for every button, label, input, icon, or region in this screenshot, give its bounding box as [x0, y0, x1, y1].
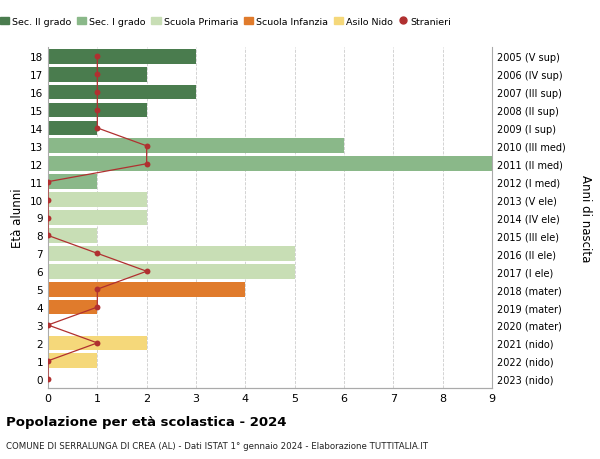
Point: [92, 250, 102, 257]
Bar: [48, 121, 97, 136]
Point: [142, 268, 151, 275]
Point: [43, 179, 53, 186]
Bar: [48, 246, 295, 261]
Point: [92, 71, 102, 78]
Bar: [48, 67, 146, 82]
Bar: [48, 175, 97, 190]
Bar: [48, 264, 295, 279]
Point: [92, 286, 102, 293]
Y-axis label: Età alunni: Età alunni: [11, 188, 25, 248]
Bar: [48, 300, 97, 315]
Point: [142, 161, 151, 168]
Point: [92, 304, 102, 311]
Bar: [48, 229, 97, 243]
Point: [43, 232, 53, 240]
Bar: [48, 50, 196, 64]
Text: COMUNE DI SERRALUNGA DI CREA (AL) - Dati ISTAT 1° gennaio 2024 - Elaborazione TU: COMUNE DI SERRALUNGA DI CREA (AL) - Dati…: [6, 441, 428, 450]
Point: [92, 125, 102, 132]
Bar: [48, 139, 344, 154]
Bar: [48, 193, 146, 207]
Bar: [48, 157, 492, 172]
Point: [92, 89, 102, 96]
Legend: Sec. II grado, Sec. I grado, Scuola Primaria, Scuola Infanzia, Asilo Nido, Stran: Sec. II grado, Sec. I grado, Scuola Prim…: [0, 14, 455, 30]
Point: [92, 107, 102, 114]
Point: [43, 196, 53, 204]
Point: [43, 322, 53, 329]
Y-axis label: Anni di nascita: Anni di nascita: [580, 174, 593, 262]
Bar: [48, 354, 97, 369]
Point: [43, 214, 53, 222]
Text: Popolazione per età scolastica - 2024: Popolazione per età scolastica - 2024: [6, 415, 287, 428]
Bar: [48, 85, 196, 100]
Point: [92, 340, 102, 347]
Point: [92, 53, 102, 61]
Bar: [48, 336, 146, 351]
Bar: [48, 103, 146, 118]
Point: [43, 358, 53, 365]
Point: [142, 143, 151, 150]
Point: [43, 375, 53, 383]
Bar: [48, 211, 146, 225]
Bar: [48, 282, 245, 297]
